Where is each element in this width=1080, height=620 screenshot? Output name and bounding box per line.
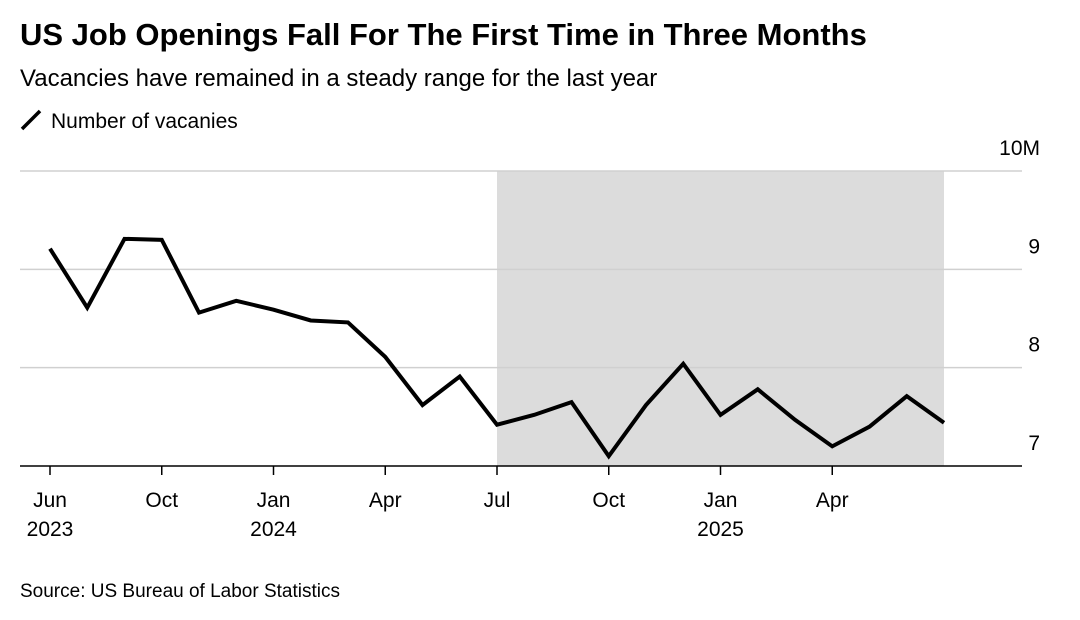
x-year-label: 2023 bbox=[27, 518, 74, 541]
x-tick-label: Jul bbox=[484, 489, 511, 512]
y-tick-label: 10M bbox=[999, 137, 1040, 160]
x-tick-label: Jan bbox=[257, 489, 291, 512]
x-year-label: 2024 bbox=[250, 518, 297, 541]
y-tick-label: 7 bbox=[1028, 432, 1040, 455]
chart-subtitle: Vacancies have remained in a steady rang… bbox=[20, 65, 657, 92]
y-tick-label: 9 bbox=[1028, 235, 1040, 258]
legend-label: Number of vacanies bbox=[51, 110, 238, 133]
x-tick-label: Oct bbox=[145, 489, 178, 512]
x-tick-label: Jun bbox=[33, 489, 67, 512]
x-tick-label: Oct bbox=[592, 489, 625, 512]
legend-swatch bbox=[20, 109, 42, 131]
chart-title: US Job Openings Fall For The First Time … bbox=[20, 17, 867, 52]
source: Source: US Bureau of Labor Statistics bbox=[20, 581, 340, 602]
x-tick-label: Jan bbox=[704, 489, 738, 512]
x-tick-label: Apr bbox=[369, 489, 402, 512]
line-series bbox=[48, 236, 946, 460]
x-year-label: 2025 bbox=[697, 518, 744, 541]
y-tick-label: 8 bbox=[1028, 334, 1040, 357]
x-tick-label: Apr bbox=[816, 489, 849, 512]
